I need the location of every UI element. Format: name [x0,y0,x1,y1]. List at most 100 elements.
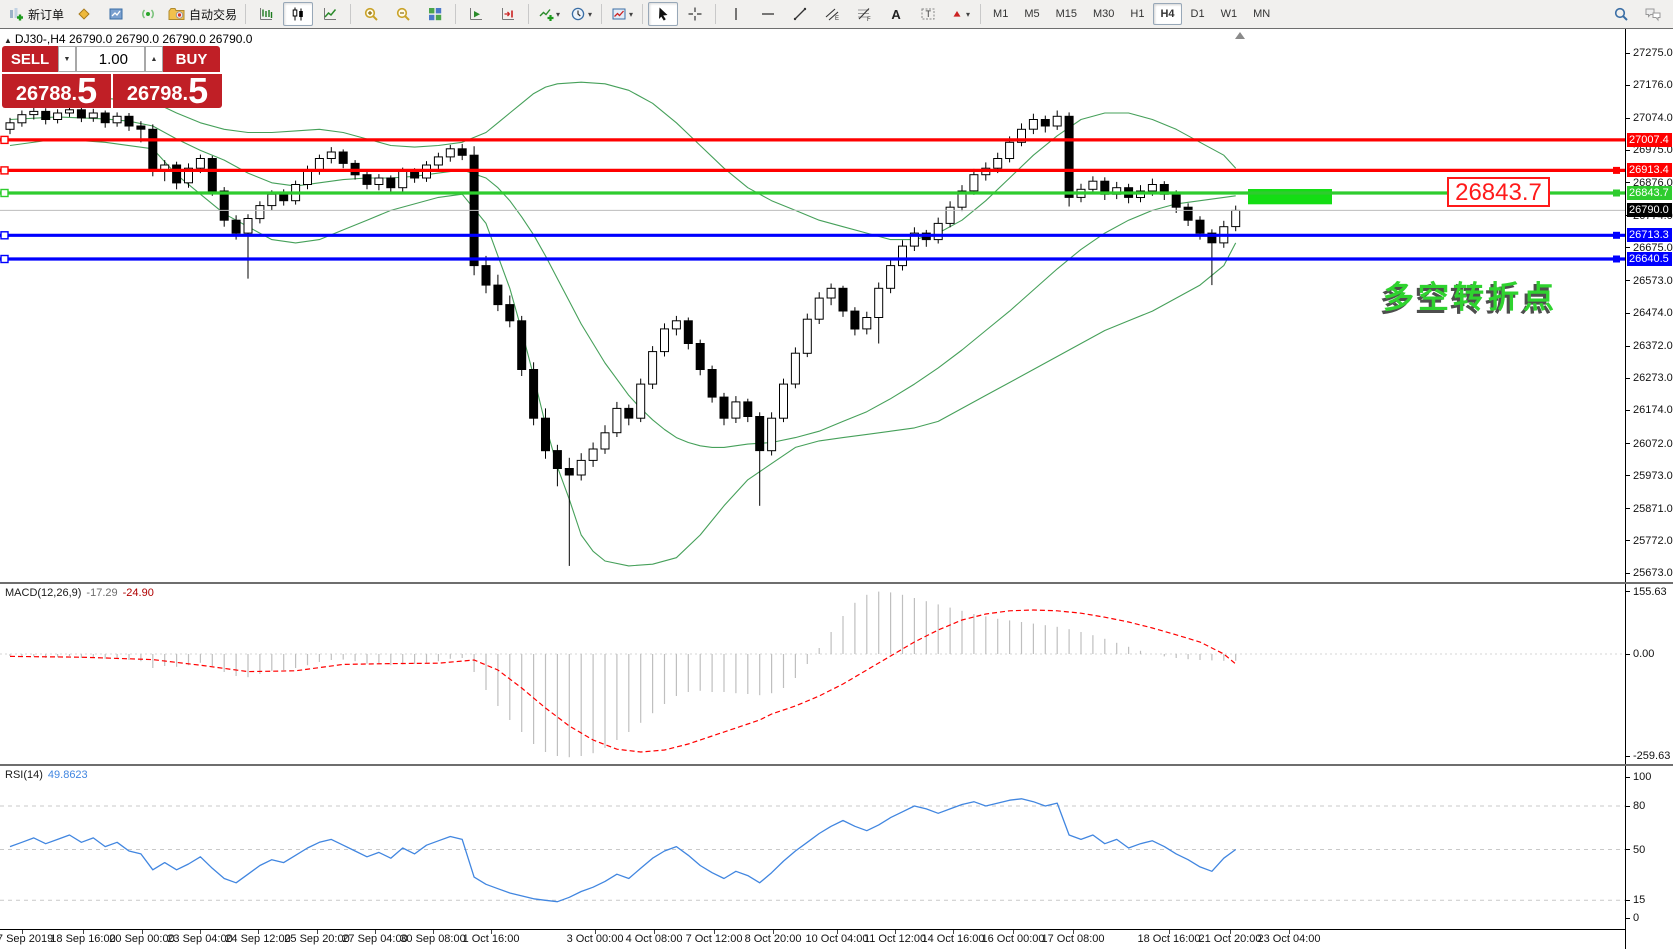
candle [600,432,610,450]
zoom-out-button[interactable] [388,2,418,26]
tab-timeframe-m5[interactable]: M5 [1024,8,1040,20]
trendline-icon [792,6,808,22]
candle [671,320,681,330]
candle [826,287,836,299]
volume-input[interactable] [76,46,145,72]
horizontal-line-button[interactable] [753,2,783,26]
autotrade-button[interactable]: 自动交易 [165,2,240,26]
buy-button[interactable]: BUY [163,46,220,72]
text-label-button[interactable]: T [913,2,943,26]
candle [219,190,229,221]
market-watch-button[interactable] [101,2,131,26]
tab-timeframe-d1[interactable]: D1 [1190,8,1205,20]
sell-price[interactable]: 26788. 5 [2,73,111,109]
candle [374,177,384,185]
zoom-in-icon [363,6,379,22]
candle [933,222,943,241]
candlestick-icon [290,6,306,22]
trendline-button[interactable] [785,2,815,26]
macd-signal-value: -24.90 [122,587,154,599]
candle [576,459,586,476]
chart-shift-button[interactable] [493,2,523,26]
auto-scroll-button[interactable] [461,2,491,26]
svg-text:E: E [835,16,839,22]
candle [719,396,729,419]
tab-timeframe-m1[interactable]: M1 [993,8,1009,20]
signals-button[interactable] [133,2,163,26]
channel-button[interactable]: E [817,2,847,26]
search-button[interactable] [1606,2,1636,26]
tab-timeframe-h1[interactable]: H1 [1130,8,1145,20]
tab-timeframe-w1[interactable]: W1 [1220,8,1238,20]
candle [172,164,182,184]
tile-windows-button[interactable] [420,2,450,26]
price-callout-box[interactable]: 26843.7 [1447,177,1550,207]
collapse-arrow-icon[interactable]: ▲ [4,36,12,45]
new-order-button[interactable]: 新订单 [5,2,67,26]
rsi-label: RSI(14) 49.8623 [5,769,88,781]
volume-increase-button[interactable]: ▲ [145,46,163,72]
candlestick-mode-button[interactable] [283,2,314,26]
date-tick-label: 27 Sep 04:00 [342,933,408,945]
date-tick-label: 20 Sep 00:00 [109,933,175,945]
window-divider[interactable] [0,582,1673,584]
text-button[interactable]: A [881,2,911,26]
tab-timeframe-h4[interactable]: H4 [1153,3,1182,25]
candle [814,297,824,320]
cursor-button[interactable] [648,2,679,26]
indicators-button[interactable]: ▾ [534,2,564,26]
rsi-axis[interactable]: 100 80 50 15 0 [1625,766,1673,929]
vertical-line-button[interactable] [721,2,751,26]
buy-price[interactable]: 26798. 5 [113,73,222,109]
fibonacci-button[interactable]: F [849,2,879,26]
sell-button[interactable]: SELL [2,46,58,72]
candle [517,320,527,370]
candle [255,205,265,220]
toolbar-separator [350,4,352,24]
bollinger-lower [9,138,1237,567]
candle [1171,193,1181,208]
chat-button[interactable] [1638,2,1668,26]
templates-button[interactable]: ▾ [607,2,637,26]
arrows-button[interactable]: ▾ [945,2,975,26]
candle [433,156,443,166]
date-tick-label: 21 Oct 20:00 [1198,933,1262,945]
zoom-in-button[interactable] [356,2,386,26]
candle [76,109,86,119]
price-axis[interactable]: 27275.027176.027074.026975.026876.026774… [1625,29,1673,582]
candle [386,177,396,189]
candle [148,128,158,173]
crosshair-button[interactable] [680,2,710,26]
tab-timeframe-m30[interactable]: M30 [1093,8,1115,20]
date-tick-label: 1 Oct 16:00 [462,933,520,945]
crosshair-icon [687,6,703,22]
dropdown-caret-icon: ▾ [629,9,634,19]
candle [41,110,51,121]
vertical-line-icon [728,6,744,22]
candle [338,151,348,164]
line-chart-mode-button[interactable] [315,2,345,26]
price-chart-canvas[interactable] [0,29,1625,582]
profiles-button[interactable] [69,2,99,26]
bar-chart-mode-button[interactable] [251,2,281,26]
candle [886,265,896,289]
chart-window[interactable]: ▲ DJ30-,H4 26790.0 26790.0 26790.0 26790.… [0,29,1673,582]
periods-button[interactable]: ▾ [566,2,596,26]
candle [743,401,753,417]
turning-point-annotation: 多空转折点 [1383,280,1558,315]
cursor-icon [655,6,671,22]
macd-axis[interactable]: 155.63 0.00 -259.63 [1625,584,1673,764]
bollinger-middle [9,116,1236,448]
macd-window[interactable]: MACD(12,26,9) -17.29 -24.90 [0,584,1673,764]
rsi-canvas[interactable] [0,766,1625,929]
window-divider[interactable] [0,764,1673,766]
dropdown-caret-icon: ▾ [588,9,593,19]
tab-timeframe-m15[interactable]: M15 [1055,8,1077,20]
tab-timeframe-mn[interactable]: MN [1253,8,1271,20]
candle [969,174,979,192]
rsi-window[interactable]: RSI(14) 49.8623 [0,766,1673,929]
volume-decrease-button[interactable]: ▼ [58,46,76,72]
macd-canvas[interactable] [0,584,1625,764]
